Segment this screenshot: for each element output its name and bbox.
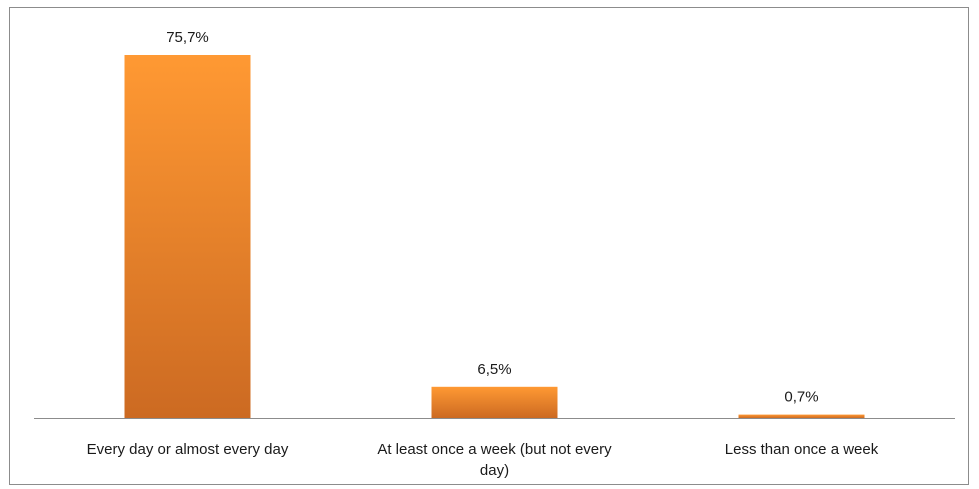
bar-1 bbox=[124, 55, 251, 418]
category-label-3: Less than once a week bbox=[725, 441, 879, 458]
category-label-2: At least once a week (but not every day) bbox=[377, 441, 612, 479]
category-label-1: Every day or almost every day bbox=[87, 441, 289, 458]
data-label-1: 75,7% bbox=[166, 29, 209, 46]
bar-3 bbox=[738, 414, 865, 418]
bar-2 bbox=[431, 386, 558, 418]
data-label-3: 0,7% bbox=[784, 389, 818, 406]
data-label-2: 6,5% bbox=[477, 361, 511, 378]
